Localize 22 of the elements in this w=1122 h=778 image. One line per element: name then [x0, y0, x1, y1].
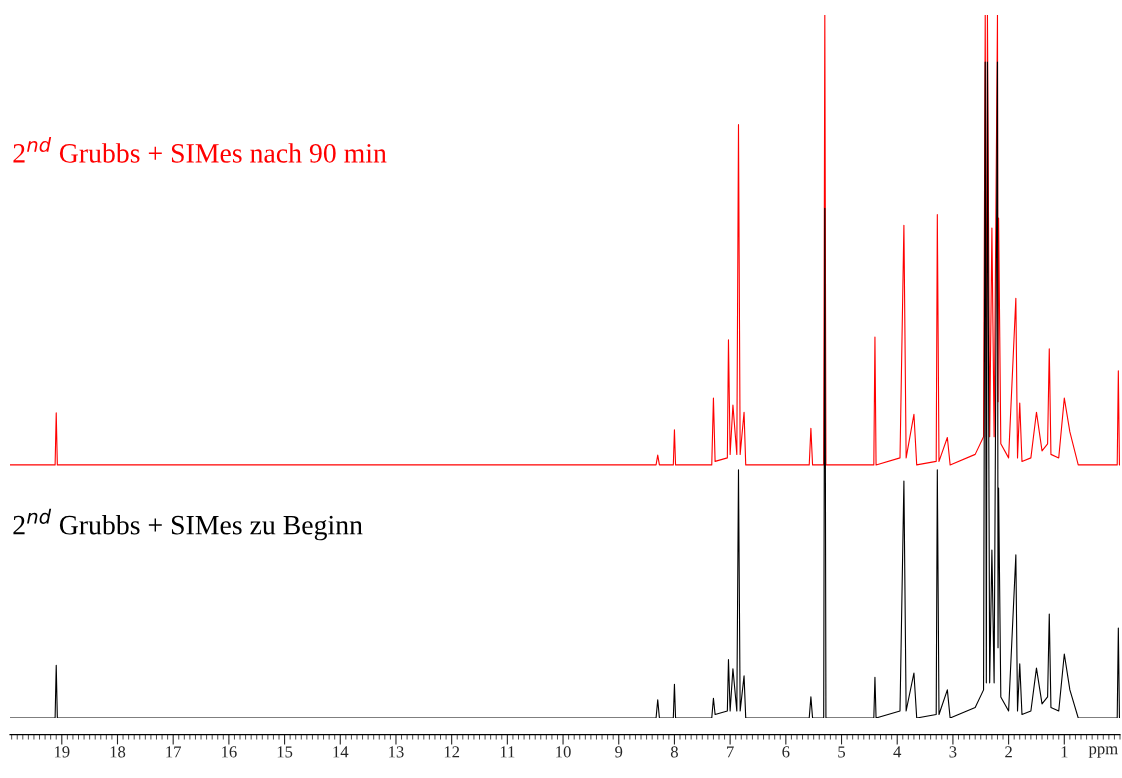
x-tick-label: 13 — [389, 746, 404, 758]
x-tick-label: 8 — [670, 746, 678, 758]
x-tick-label: 14 — [333, 746, 349, 758]
x-axis-title: ppm — [1088, 746, 1118, 758]
x-tick-label: 16 — [222, 746, 237, 758]
x-tick-label: 3 — [949, 746, 957, 758]
x-tick-label: 17 — [166, 746, 182, 758]
x-tick-label: 18 — [110, 746, 126, 758]
x-tick-label: 9 — [615, 746, 623, 758]
x-tick-label: 1 — [1061, 746, 1068, 758]
x-tick-label: 7 — [727, 746, 734, 758]
x-tick-label: 12 — [444, 746, 460, 758]
text: 2$^{nd}$ Grubbs + SIMes nach 90 min — [13, 137, 387, 163]
x-tick-label: 2 — [1005, 746, 1012, 758]
x-tick-label: 11 — [500, 746, 515, 758]
text: 2$^{nd}$ Grubbs + SIMes zu Beginn — [13, 508, 363, 541]
x-tick-label: 5 — [838, 746, 846, 758]
x-tick-label: 4 — [893, 746, 902, 758]
x-tick-label: 19 — [54, 746, 70, 758]
x-tick-label: 10 — [556, 746, 571, 758]
x-tick-label: 6 — [782, 746, 790, 758]
x-tick-label: 15 — [277, 746, 293, 758]
